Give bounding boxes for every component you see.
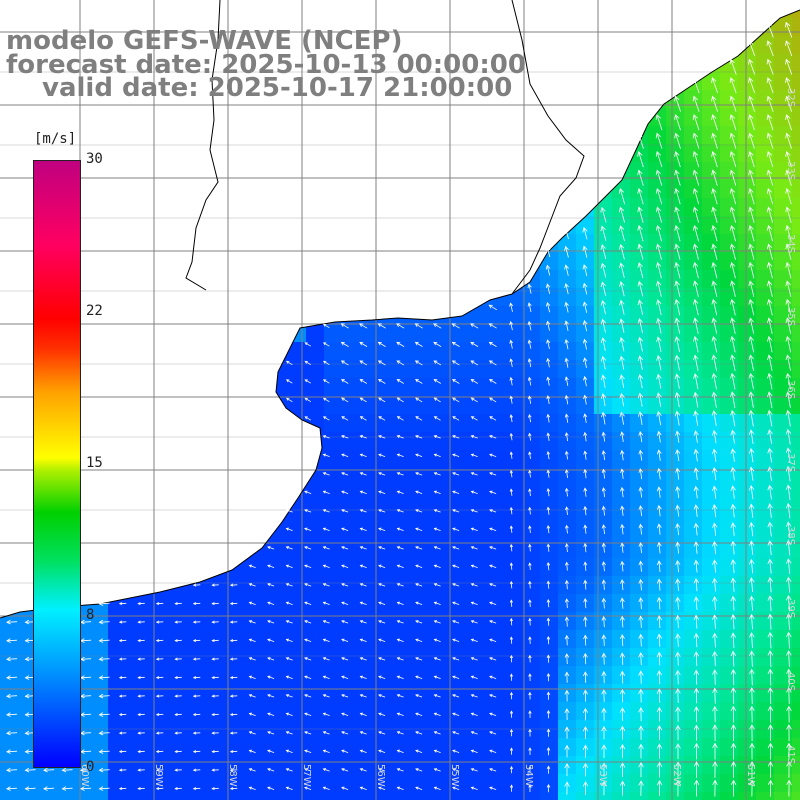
colorbar-tick-8: 8 [86,607,95,623]
lat-label: 36S [785,380,796,399]
lon-label: 57W [301,764,312,787]
lat-label: 41S [785,745,796,764]
title-forecast-date: forecast date: 2025-10-13 00:00:00 [6,50,526,80]
axis-labels: 60W59W58W57W56W55W54W53W52W51W50W32S33S3… [79,88,796,787]
lat-label: 38S [785,526,796,545]
colorbar-tick-0: 0 [86,759,95,775]
colorbar-tick-22: 22 [86,303,103,319]
lat-label: 37S [785,453,796,472]
lon-label: 55W [449,764,460,787]
lon-label: 60W [79,764,90,787]
lat-label: 34S [785,234,796,253]
colorbar-tick-30: 30 [86,151,103,167]
lon-label: 53W [597,764,608,787]
coastline [0,0,800,619]
lat-label: 40S [785,672,796,691]
colorbar [33,160,81,768]
lat-label: 35S [785,307,796,326]
title-model: modelo GEFS-WAVE (NCEP) [6,26,403,56]
lon-label: 54W [523,764,534,787]
lat-label: 39S [785,599,796,618]
lon-label: 51W [745,764,756,787]
colorbar-unit: [m/s] [34,131,77,147]
lon-label: 59W [153,764,164,787]
lat-label: 33S [785,161,796,180]
lon-label: 52W [671,764,682,787]
title-valid-date: valid date: 2025-10-17 21:00:00 [42,73,513,103]
lon-label: 56W [375,764,386,787]
lat-label: 32S [785,88,796,107]
wind-arrows [6,21,793,797]
colorbar-tick-15: 15 [86,455,103,471]
lon-label: 58W [227,764,238,787]
